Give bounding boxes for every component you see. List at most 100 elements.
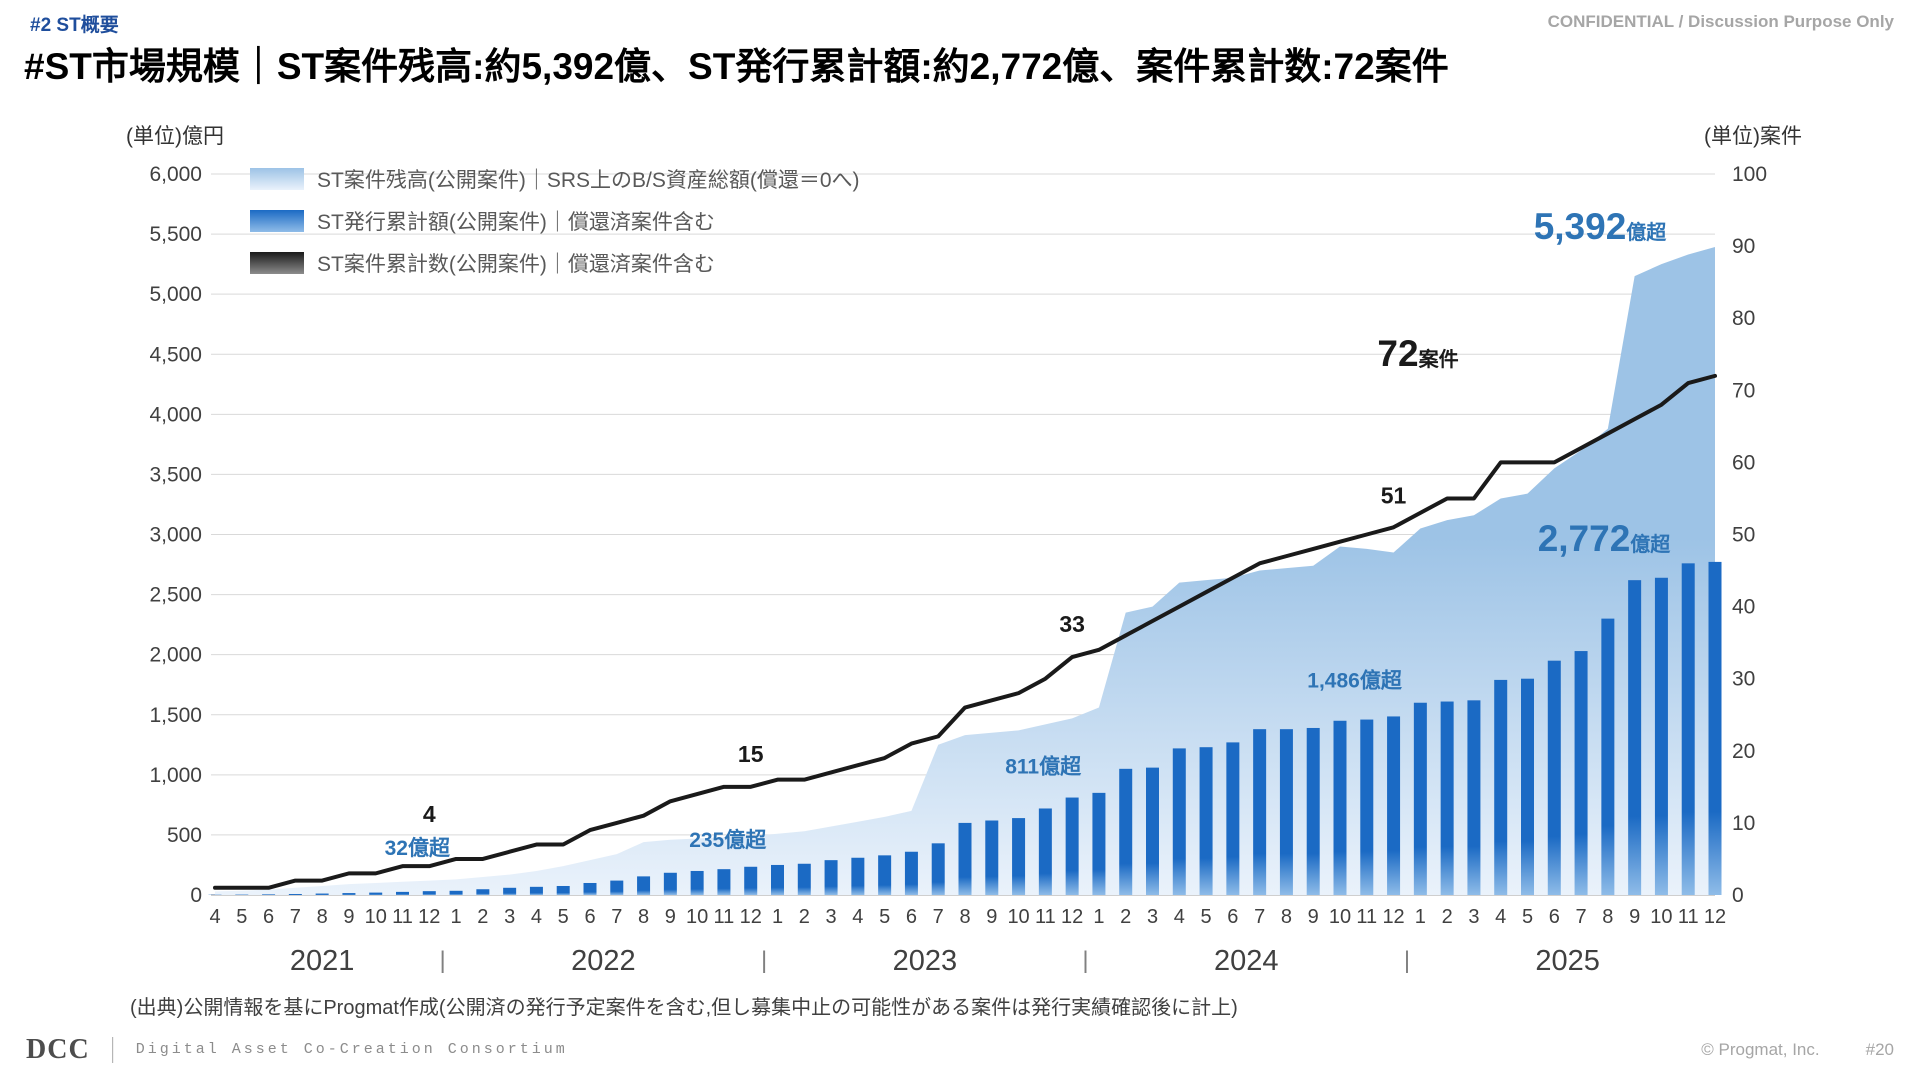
svg-text:90: 90	[1732, 235, 1755, 258]
svg-text:11: 11	[714, 906, 735, 928]
svg-text:3: 3	[504, 906, 515, 928]
svg-text:2025: 2025	[1535, 945, 1600, 977]
svg-text:4: 4	[1174, 906, 1185, 928]
annotation-count-2022: 15	[738, 741, 764, 767]
count-line-series	[213, 373, 1717, 890]
svg-text:12: 12	[740, 906, 762, 928]
legend-item: ST案件累計数(公開案件)｜償還済案件含む	[250, 248, 860, 278]
svg-text:7: 7	[1576, 906, 1587, 928]
svg-text:11: 11	[392, 906, 413, 928]
svg-text:11: 11	[1678, 906, 1699, 928]
svg-text:12: 12	[1704, 906, 1726, 928]
annotation-count-2021: 4	[423, 801, 436, 827]
legend-label: ST発行累計額(公開案件)｜償還済案件含む	[317, 211, 715, 234]
svg-text:12: 12	[1382, 906, 1404, 928]
chart-legend: ST案件残高(公開案件)｜SRS上のB/S資産総額(償還＝0へ) ST発行累計額(…	[250, 164, 860, 278]
svg-text:5,500: 5,500	[149, 223, 202, 246]
combo-chart-svg: 05001,0001,5002,0002,5003,0003,5004,0004…	[149, 163, 1767, 977]
footer-brand: DCC ｜ Digital Asset Co-Creation Consorti…	[26, 1031, 568, 1068]
svg-text:10: 10	[365, 906, 387, 928]
svg-text:6: 6	[906, 906, 917, 928]
dcc-logo: DCC	[26, 1033, 90, 1065]
svg-text:50: 50	[1732, 524, 1755, 547]
legend-item: ST発行累計額(公開案件)｜償還済案件含む	[250, 206, 860, 236]
svg-text:8: 8	[1281, 906, 1292, 928]
footer: DCC ｜ Digital Asset Co-Creation Consorti…	[26, 1031, 1894, 1068]
svg-text:|: |	[440, 947, 446, 974]
source-note: (出典)公開情報を基にProgmat作成(公開済の発行予定案件を含む,但し募集中…	[130, 997, 1238, 1019]
svg-text:10: 10	[1007, 906, 1029, 928]
svg-text:3: 3	[826, 906, 837, 928]
svg-text:3,500: 3,500	[149, 463, 202, 486]
svg-text:60: 60	[1732, 451, 1755, 474]
annotation-issuance-2023: 811億超	[1005, 755, 1082, 779]
svg-text:2021: 2021	[290, 945, 355, 977]
svg-text:1,500: 1,500	[149, 704, 202, 727]
svg-text:|: |	[1404, 947, 1410, 974]
svg-text:9: 9	[986, 906, 997, 928]
svg-text:4: 4	[209, 906, 220, 928]
svg-text:7: 7	[290, 906, 301, 928]
annotations: 5,392億超 72案件 51 33 15 4 32億超 235億超 811億超 1,486億超 2…	[385, 206, 1672, 860]
svg-text:4,500: 4,500	[149, 343, 202, 366]
svg-text:9: 9	[343, 906, 354, 928]
svg-text:3: 3	[1468, 906, 1479, 928]
svg-text:3: 3	[1147, 906, 1158, 928]
issuance-bar-series	[208, 561, 1722, 895]
svg-text:8: 8	[959, 906, 970, 928]
copyright: © Progmat, Inc.	[1701, 1039, 1820, 1059]
svg-text:1,000: 1,000	[149, 764, 202, 787]
svg-text:5,000: 5,000	[149, 283, 202, 306]
svg-text:500: 500	[167, 824, 202, 847]
svg-text:2: 2	[799, 906, 810, 928]
balance-area-series	[215, 247, 1715, 895]
legend-label: ST案件累計数(公開案件)｜償還済案件含む	[317, 253, 715, 276]
svg-text:8: 8	[1602, 906, 1613, 928]
svg-text:5: 5	[1201, 906, 1212, 928]
legend-swatch-area	[250, 168, 304, 190]
svg-text:12: 12	[1061, 906, 1083, 928]
chart-area: 0 500 1,000 1,500 2,000 2,500 3,000 3,500 4,000 4…	[0, 118, 1920, 990]
svg-text:8: 8	[317, 906, 328, 928]
svg-text:6,000: 6,000	[149, 163, 202, 186]
svg-text:4,000: 4,000	[149, 403, 202, 426]
svg-text:1: 1	[1093, 906, 1104, 928]
annotation-balance-total: 5,392億超	[1534, 206, 1668, 247]
svg-text:9: 9	[1629, 906, 1640, 928]
right-axis-unit-label: (単位)案件	[1704, 125, 1802, 148]
svg-text:8: 8	[638, 906, 649, 928]
svg-text:6: 6	[263, 906, 274, 928]
svg-text:|: |	[1082, 947, 1088, 974]
svg-text:12: 12	[418, 906, 440, 928]
legend-item: ST案件残高(公開案件)｜SRS上のB/S資産総額(償還＝0へ)	[250, 164, 860, 194]
svg-text:6: 6	[1227, 906, 1238, 928]
svg-text:7: 7	[933, 906, 944, 928]
svg-text:1: 1	[1415, 906, 1426, 928]
annotation-count-total: 72案件	[1377, 333, 1458, 374]
svg-text:10: 10	[1732, 812, 1755, 835]
footer-meta: © Progmat, Inc. #20	[1701, 1040, 1894, 1060]
svg-text:11: 11	[1035, 906, 1056, 928]
annotation-issuance-2022: 235億超	[689, 828, 767, 852]
svg-text:3,000: 3,000	[149, 524, 202, 547]
svg-text:9: 9	[665, 906, 676, 928]
annotation-issuance-2024: 1,486億超	[1307, 668, 1403, 692]
svg-text:5: 5	[236, 906, 247, 928]
page-title: #ST市場規模｜ST案件残高:約5,392億、ST発行累計額:約2,772億、案…	[24, 46, 1449, 87]
x-axis-labels: 4 5 6 7 8 9 10 11 12 1 2 3 4 5 6 7 8 9 10 11 12 1 2 3 4 5 6 7 8 9 10 11…	[209, 906, 1726, 977]
svg-text:10: 10	[686, 906, 708, 928]
svg-text:2: 2	[1120, 906, 1131, 928]
svg-text:80: 80	[1732, 307, 1755, 330]
slide-tag: #2 ST概要	[30, 15, 119, 36]
svg-text:2: 2	[477, 906, 488, 928]
svg-text:1: 1	[772, 906, 783, 928]
svg-text:2022: 2022	[571, 945, 636, 977]
svg-text:2023: 2023	[893, 945, 958, 977]
left-axis-unit-label: (単位)億円	[126, 125, 224, 148]
svg-text:5: 5	[558, 906, 569, 928]
svg-text:2024: 2024	[1214, 945, 1279, 977]
annotation-issuance-total: 2,772億超	[1538, 518, 1672, 559]
svg-text:70: 70	[1732, 379, 1755, 402]
svg-text:|: |	[761, 947, 767, 974]
